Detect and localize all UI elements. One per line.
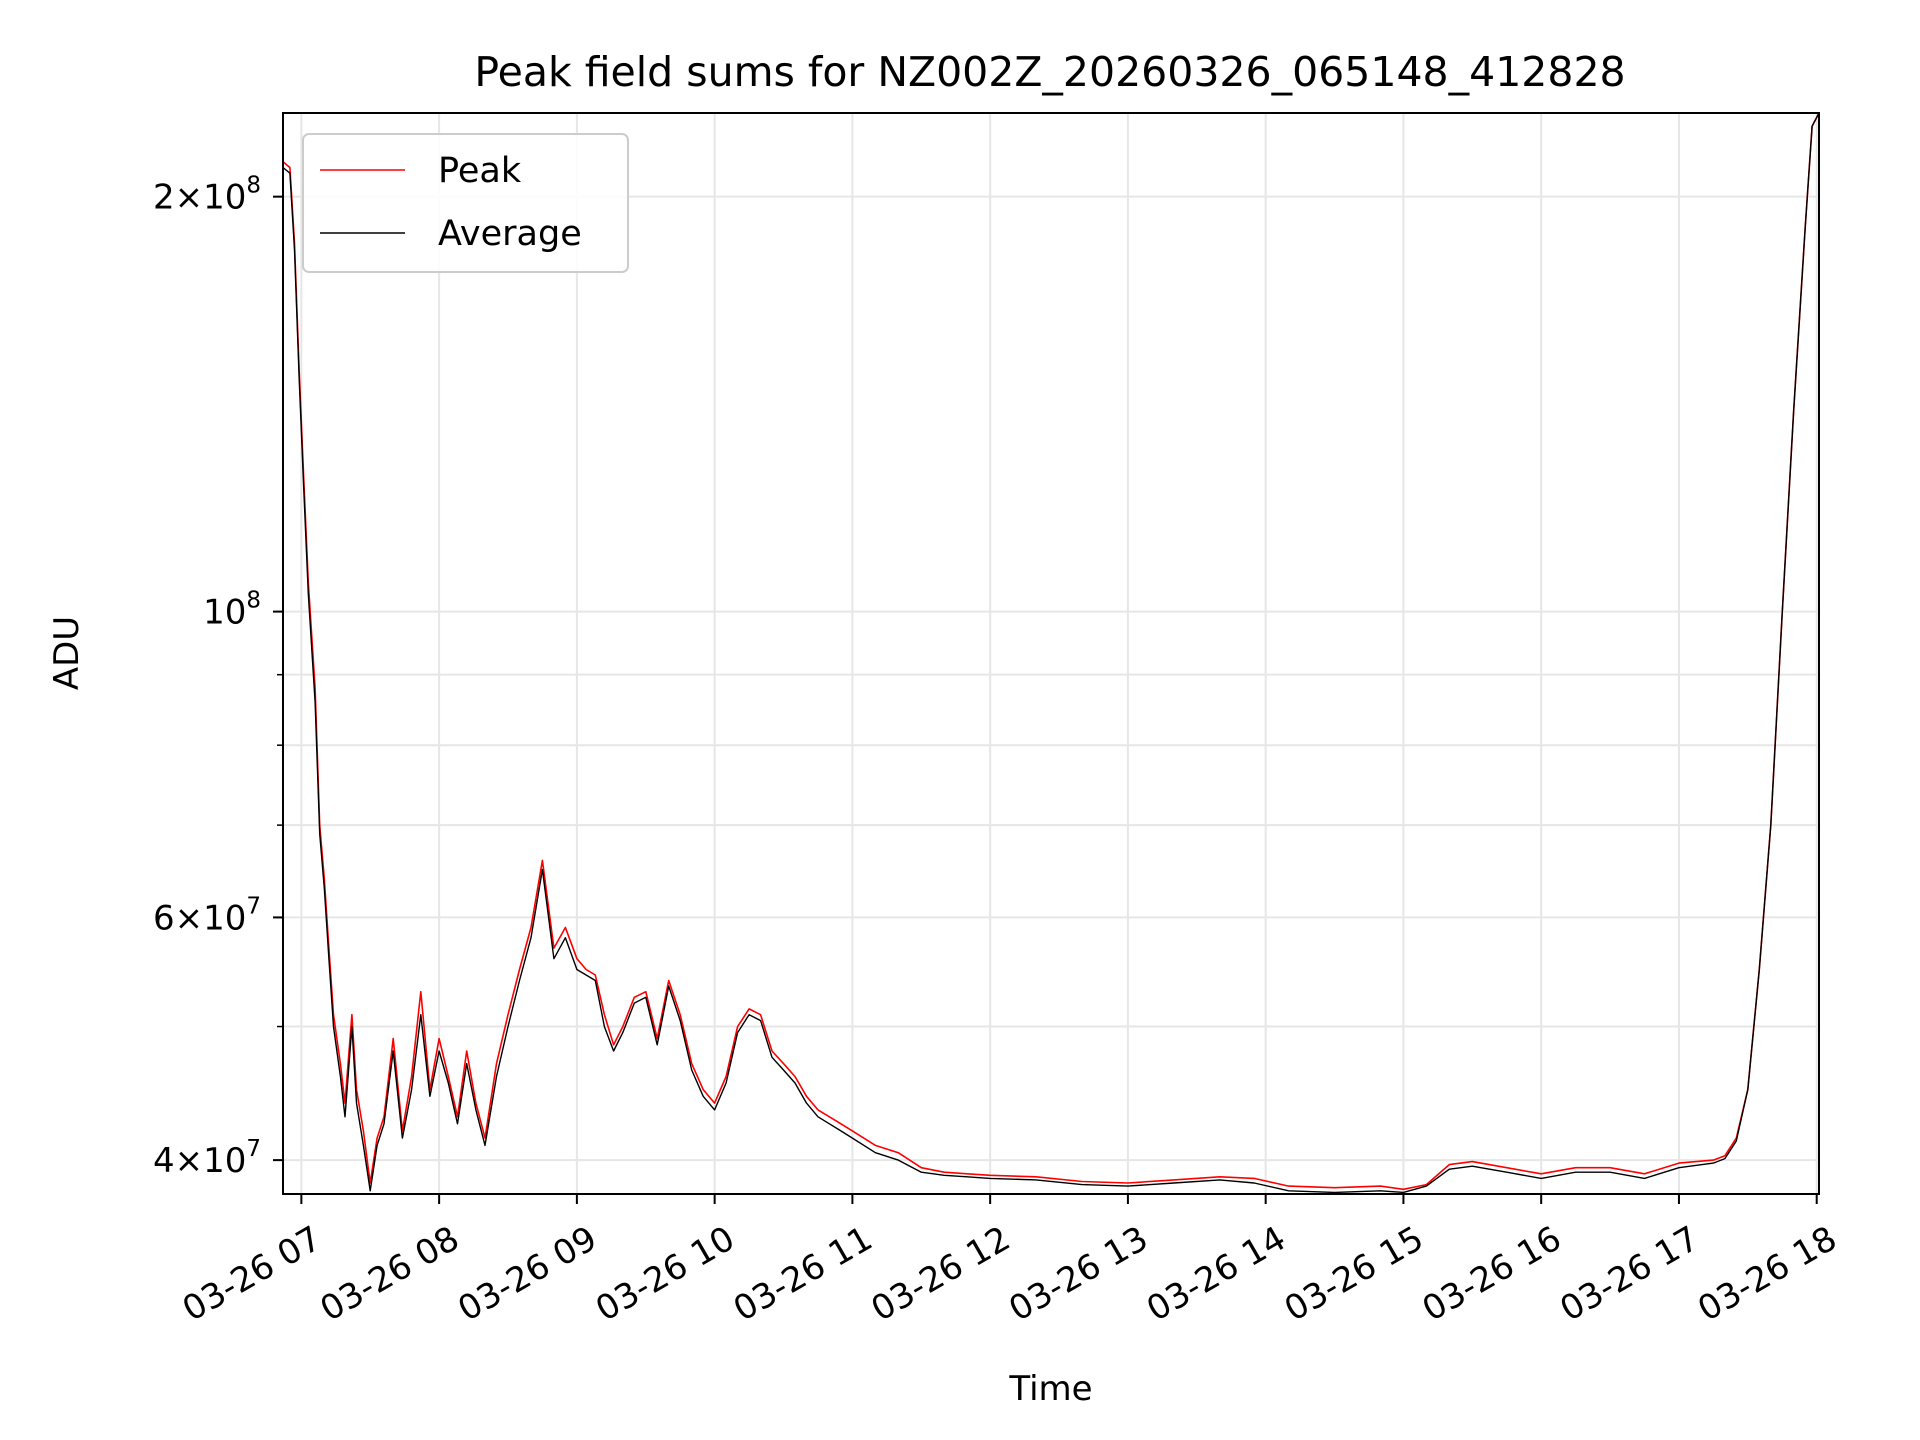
x-axis-label: Time [1008, 1369, 1092, 1409]
plot-area [283, 113, 1819, 1194]
x-tick-label: 03-26 12 [865, 1219, 1017, 1330]
x-tick-label: 03-26 17 [1553, 1219, 1705, 1330]
legend: Peak Average [302, 133, 629, 273]
x-tick-label: 03-26 07 [176, 1219, 328, 1330]
y-axis: 4×107 6×107 108 2×108 [153, 173, 283, 1181]
plot-frame [282, 112, 1820, 1195]
x-tick-label: 03-26 15 [1278, 1219, 1430, 1330]
y-tick-label: 6×107 [153, 893, 261, 938]
x-tick-label: 03-26 09 [451, 1219, 603, 1330]
series-group [283, 113, 1819, 1194]
series-line-average [283, 113, 1819, 1194]
legend-label-peak: Peak [438, 151, 522, 191]
y-tick-label: 4×107 [153, 1136, 261, 1181]
legend-box [302, 133, 629, 273]
chart-title: Peak field sums for NZ002Z_20260326_0651… [474, 48, 1625, 96]
y-tick-label: 108 [203, 588, 261, 633]
y-axis-label: ADU [47, 616, 87, 690]
y-tick-label: 2×108 [153, 173, 261, 218]
x-tick-label: 03-26 11 [727, 1219, 879, 1330]
x-tick-label: 03-26 10 [589, 1219, 741, 1330]
grid [283, 113, 1819, 1194]
legend-label-average: Average [438, 214, 582, 254]
x-tick-label: 03-26 14 [1140, 1219, 1292, 1330]
x-tick-label: 03-26 13 [1002, 1219, 1154, 1330]
x-tick-label: 03-26 08 [314, 1219, 466, 1330]
series-line-peak [283, 113, 1819, 1191]
x-tick-label: 03-26 16 [1416, 1219, 1568, 1330]
x-tick-label: 03-26 18 [1691, 1219, 1843, 1330]
